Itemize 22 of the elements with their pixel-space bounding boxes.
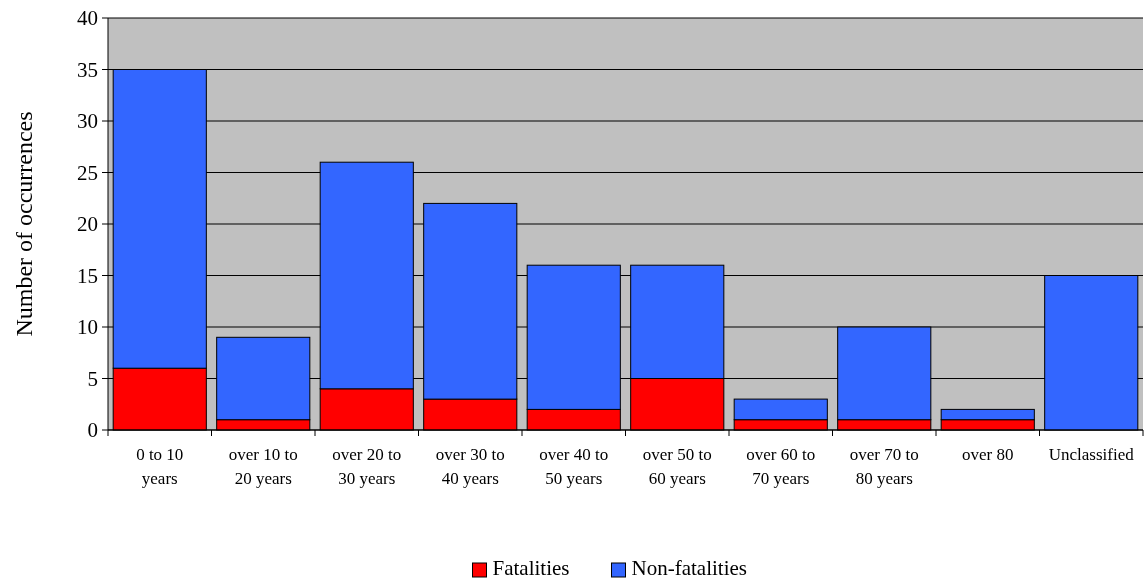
legend-label: Non-fatalities <box>631 556 747 580</box>
x-tick-label: over 70 to 80 years <box>849 445 919 488</box>
legend-label: Fatalities <box>492 556 570 580</box>
x-tick-label: 0 to 10 years <box>136 445 184 488</box>
y-axis-title: Number of occurrences <box>11 111 37 337</box>
y-tick-label: 25 <box>77 160 98 185</box>
y-tick-label: 15 <box>77 263 98 288</box>
y-tick-label: 0 <box>87 418 98 443</box>
y-tick-label: 40 <box>77 6 98 31</box>
y-tick-label: 35 <box>77 57 98 82</box>
y-tick-label: 10 <box>77 315 98 340</box>
x-tick-label: over 40 to 50 years <box>539 445 609 488</box>
y-tick-label: 5 <box>87 366 98 391</box>
y-tick-label: 30 <box>77 109 98 134</box>
x-tick-label: over 80 <box>962 445 1014 464</box>
x-tick-label: Unclassified <box>1048 445 1135 464</box>
x-tick-label: over 50 to 60 years <box>642 445 712 488</box>
x-tick-label: over 60 to 70 years <box>746 445 816 488</box>
x-tick-label: over 10 to 20 years <box>228 445 298 488</box>
x-tick-label: over 30 to 40 years <box>435 445 505 488</box>
y-tick-label: 20 <box>77 212 98 237</box>
x-tick-label: over 20 to 30 years <box>332 445 402 488</box>
